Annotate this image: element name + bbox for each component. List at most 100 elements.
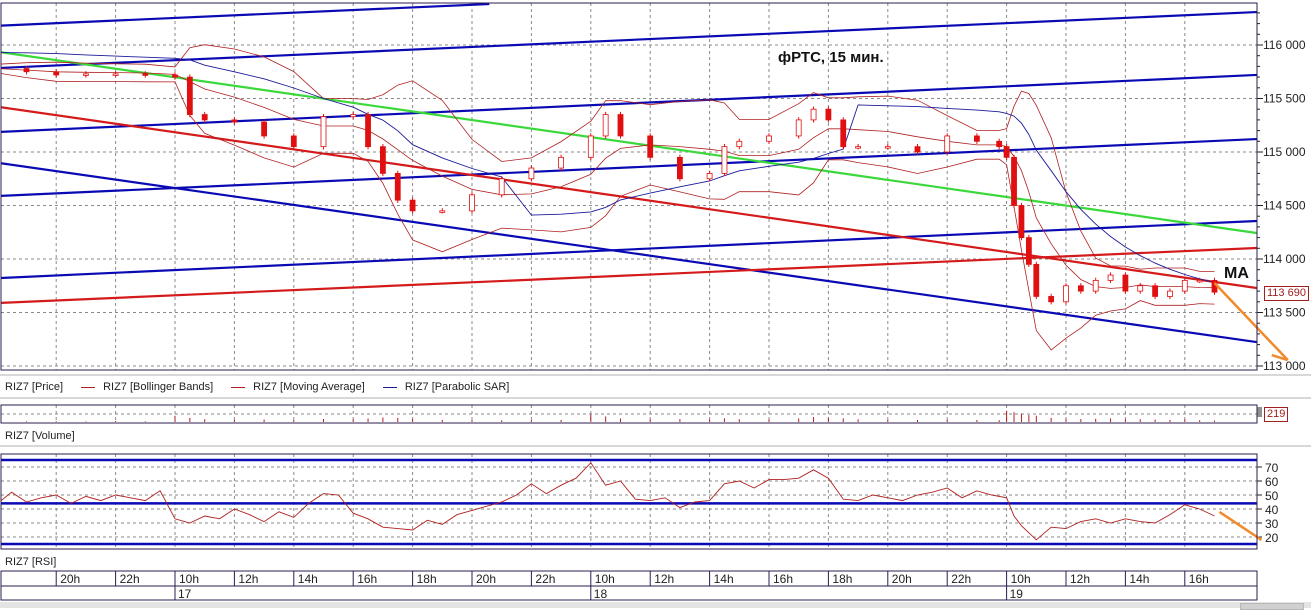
price-tick-label: 116 000 xyxy=(1263,38,1306,52)
candle xyxy=(558,154,564,171)
candle-body xyxy=(172,74,178,78)
candle xyxy=(53,69,60,78)
horizontal-scrollbar[interactable] xyxy=(0,602,1311,608)
candle xyxy=(469,192,475,214)
candle xyxy=(944,133,951,155)
bollinger-lower xyxy=(1,73,1215,351)
time-tick-label: 22h xyxy=(120,572,140,586)
candle xyxy=(498,176,505,198)
candle xyxy=(1152,283,1158,300)
panel-frame xyxy=(0,453,1258,550)
candle-body xyxy=(1152,285,1158,297)
scrollbar-thumb[interactable] xyxy=(1240,603,1304,610)
rsi-tick-label: 60 xyxy=(1265,475,1279,489)
legend-swatch-sar xyxy=(382,386,397,388)
time-tick-label: 14h xyxy=(298,572,318,586)
candle-body xyxy=(1167,290,1173,297)
candle xyxy=(855,143,861,150)
candle xyxy=(528,165,535,182)
candle xyxy=(825,106,832,123)
candle xyxy=(231,117,238,125)
candle xyxy=(1167,288,1173,300)
candle-body xyxy=(647,135,654,158)
trendline-blue xyxy=(1,162,1257,344)
trendline-green xyxy=(1,51,1257,235)
candle-body xyxy=(617,114,624,137)
candle xyxy=(172,72,178,80)
trendline-blue xyxy=(1,219,1257,280)
legend-bollinger-label: RIZ7 [Bollinger Bands] xyxy=(103,381,214,393)
trendline-blue xyxy=(1,137,1257,198)
candle-body xyxy=(1011,156,1017,206)
candle xyxy=(1196,277,1203,284)
candle-body xyxy=(1092,279,1099,292)
candle xyxy=(766,133,772,144)
candle xyxy=(320,114,327,150)
price-tick-label: 113 000 xyxy=(1263,359,1306,373)
rsi-tick-label: 20 xyxy=(1265,531,1279,545)
candle-body xyxy=(766,135,772,142)
forecast-arrow-head xyxy=(1271,353,1289,362)
candle xyxy=(1122,272,1129,294)
time-tick-label: 20h xyxy=(476,572,496,586)
candle-body xyxy=(884,146,891,149)
candle-body xyxy=(706,172,713,180)
candle-body xyxy=(1196,279,1203,283)
candle xyxy=(379,143,386,177)
candle xyxy=(409,197,416,214)
candle xyxy=(261,119,268,139)
candle xyxy=(677,154,683,182)
candle-body xyxy=(840,119,847,148)
ma-annotation: MA xyxy=(1224,265,1249,282)
candle-body xyxy=(1107,274,1114,281)
legend-price[interactable]: RIZ7 [Price] xyxy=(5,381,63,393)
legend-ma-label: RIZ7 [Moving Average] xyxy=(253,381,365,393)
time-tick-label: 12h xyxy=(238,572,258,586)
panel-frame xyxy=(0,2,1258,371)
time-tick-label: 16h xyxy=(357,572,377,586)
rsi-forecast-arrow xyxy=(1218,510,1263,541)
candle xyxy=(1181,277,1188,294)
candle-body xyxy=(112,73,119,76)
price-tick-label: 114 500 xyxy=(1263,199,1306,213)
candle-body xyxy=(186,76,193,115)
rsi-panel-label: RIZ7 [RSI] xyxy=(5,556,57,568)
price-tick-label: 113 500 xyxy=(1263,306,1306,320)
candle-body xyxy=(1181,279,1188,292)
candle xyxy=(721,143,728,177)
candle xyxy=(142,71,149,78)
candle xyxy=(996,138,1003,150)
trendline-blue xyxy=(1,73,1257,134)
candle xyxy=(840,117,847,150)
time-tick-label: 22h xyxy=(951,572,971,586)
time-tick-label: 22h xyxy=(535,572,555,586)
candle-body xyxy=(587,135,594,158)
candle-body xyxy=(1048,296,1055,303)
candle xyxy=(706,170,713,182)
candle xyxy=(1048,293,1055,305)
candle-body xyxy=(996,140,1003,148)
legend-parabolic-sar[interactable]: RIZ7 [Parabolic SAR] xyxy=(382,381,509,393)
candle-body xyxy=(23,68,30,73)
last-volume-badge: 219 xyxy=(1264,407,1289,422)
candle-body xyxy=(290,135,297,148)
legend-price-label: RIZ7 [Price] xyxy=(5,381,64,393)
legend-bollinger[interactable]: RIZ7 [Bollinger Bands] xyxy=(81,381,213,393)
price-plot xyxy=(1,3,1257,351)
candle-body xyxy=(261,121,268,137)
candle xyxy=(1063,283,1069,305)
candle xyxy=(914,143,921,155)
time-tick-label: 20h xyxy=(892,572,912,586)
candle-body xyxy=(1063,285,1069,303)
price-tick-label: 114 000 xyxy=(1263,252,1306,266)
candle xyxy=(795,117,802,139)
legend-moving-average[interactable]: RIZ7 [Moving Average] xyxy=(231,381,365,393)
rsi-tick-label: 50 xyxy=(1265,489,1279,503)
candle xyxy=(23,65,30,75)
candle-body xyxy=(1003,146,1010,158)
candle-body xyxy=(469,194,475,212)
candle-body xyxy=(602,114,609,137)
last-price-badge: 113 690 xyxy=(1264,286,1309,301)
candle-body xyxy=(795,119,802,137)
